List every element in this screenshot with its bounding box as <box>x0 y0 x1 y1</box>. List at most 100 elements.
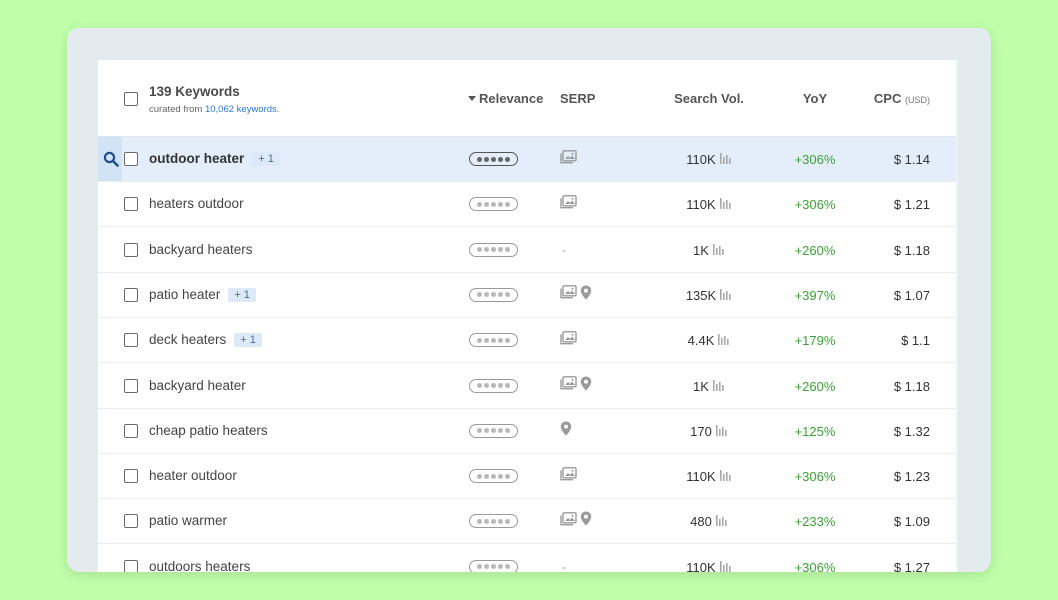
bar-chart-icon[interactable] <box>719 560 732 572</box>
image-icon[interactable] <box>560 330 577 350</box>
table-row[interactable]: patio heater + 1 135K +397% $ 1.07 <box>98 273 956 318</box>
sort-desc-icon <box>468 96 476 101</box>
serp-features <box>560 330 577 350</box>
row-checkbox[interactable] <box>124 242 138 257</box>
keyword-text: outdoors heaters <box>149 558 251 572</box>
variant-badge[interactable]: + 1 <box>234 333 262 348</box>
cpc-value: $ 1.18 <box>893 378 930 394</box>
map-pin-icon[interactable] <box>580 376 592 396</box>
keyword-text: backyard heater <box>149 377 246 393</box>
keyword-cell[interactable]: deck heaters + 1 <box>149 332 262 348</box>
image-icon[interactable] <box>560 149 577 169</box>
bar-chart-icon[interactable] <box>715 424 728 439</box>
search-volume-cell: 135K <box>658 288 760 303</box>
map-pin-icon[interactable] <box>580 511 592 531</box>
row-checkbox[interactable] <box>124 152 138 166</box>
table-row[interactable]: patio warmer 480 +233% $ 1.09 <box>98 499 956 545</box>
table-row[interactable]: heaters outdoor 110K +306% $ 1.21 <box>98 182 956 228</box>
keyword-cell[interactable]: backyard heater <box>149 378 246 393</box>
map-pin-icon[interactable] <box>560 421 572 441</box>
keyword-text: heater outdoor <box>149 468 237 484</box>
yoy-value: +260% <box>794 242 836 258</box>
image-icon[interactable] <box>560 285 577 304</box>
keyword-text: outdoor heater <box>149 151 245 166</box>
image-icon[interactable] <box>560 194 577 214</box>
col-header-cpc[interactable]: CPC (USD) <box>874 91 930 106</box>
search-volume-value: 4.4K <box>687 333 715 349</box>
row-checkbox[interactable] <box>124 333 138 348</box>
search-icon[interactable] <box>103 151 119 167</box>
search-volume-value: 135K <box>685 287 717 303</box>
keyword-cell[interactable]: cheap patio heaters <box>149 423 268 438</box>
table-row[interactable]: heater outdoor 110K +306% $ 1.23 <box>98 454 956 500</box>
bar-chart-icon[interactable] <box>718 333 730 348</box>
app-frame: 139 Keywords curated from 10,062 keyword… <box>67 28 991 572</box>
table-row[interactable]: outdoor heater + 1 110K +306% $ 1.14 <box>98 137 956 182</box>
row-checkbox[interactable] <box>124 423 138 438</box>
relevance-meter <box>469 242 518 257</box>
serp-features: - <box>560 558 566 572</box>
bar-chart-icon[interactable] <box>720 288 732 303</box>
keyword-text: backyard heaters <box>149 241 253 257</box>
select-all-checkbox[interactable] <box>124 92 138 106</box>
search-volume-cell: 480 <box>658 514 760 529</box>
serp-features: - <box>560 241 566 259</box>
keyword-text: patio heater <box>149 286 221 302</box>
col-header-search-vol[interactable]: Search Vol. <box>674 91 744 106</box>
keyword-cell[interactable]: patio heater + 1 <box>149 287 256 302</box>
relevance-meter <box>469 333 518 348</box>
table-row[interactable]: deck heaters + 1 4.4K +179% $ 1.1 <box>98 318 956 364</box>
keyword-cell[interactable]: heater outdoor <box>149 468 237 483</box>
curated-prefix: curated from <box>149 104 205 115</box>
row-checkbox[interactable] <box>124 559 138 572</box>
variant-badge[interactable]: + 1 <box>252 152 280 166</box>
cpc-value: $ 1.23 <box>893 469 930 485</box>
keyword-cell[interactable]: outdoors heaters <box>149 559 250 572</box>
curated-link[interactable]: 10,062 keywords <box>204 104 277 115</box>
row-checkbox[interactable] <box>124 378 138 393</box>
cpc-value: $ 1.14 <box>893 152 930 167</box>
bar-chart-icon[interactable] <box>715 514 728 529</box>
row-checkbox[interactable] <box>124 514 138 529</box>
search-volume-value: 110K <box>686 197 716 213</box>
bar-chart-icon[interactable] <box>719 469 732 484</box>
relevance-meter <box>469 559 518 572</box>
col-header-serp[interactable]: SERP <box>560 91 596 106</box>
yoy-value: +306% <box>794 197 836 213</box>
keyword-table: 139 Keywords curated from 10,062 keyword… <box>98 60 958 572</box>
col-header-cpc-unit: (USD) <box>905 95 930 105</box>
col-header-yoy[interactable]: YoY <box>802 91 828 106</box>
search-volume-cell: 110K <box>658 152 760 167</box>
row-checkbox[interactable] <box>124 469 138 484</box>
variant-badge[interactable]: + 1 <box>228 287 256 302</box>
relevance-meter <box>469 197 518 212</box>
keyword-text: heaters outdoor <box>149 196 244 212</box>
table-row[interactable]: cheap patio heaters 170 +125% $ 1.32 <box>98 409 956 454</box>
bar-chart-icon[interactable] <box>712 243 725 258</box>
keyword-cell[interactable]: backyard heaters <box>149 242 253 257</box>
col-header-cpc-label: CPC <box>873 91 902 106</box>
keyword-cell[interactable]: patio warmer <box>149 513 227 528</box>
map-pin-icon[interactable] <box>580 285 592 305</box>
bar-chart-icon[interactable] <box>719 197 732 212</box>
search-volume-cell: 1K <box>658 243 760 258</box>
table-row[interactable]: backyard heaters - 1K +260% $ 1.18 <box>98 228 956 273</box>
table-row[interactable]: outdoors heaters - 110K +306% $ 1.27 <box>98 545 956 572</box>
col-header-relevance-label: Relevance <box>479 91 544 106</box>
image-icon[interactable] <box>560 466 577 486</box>
cpc-value: $ 1.27 <box>893 559 930 572</box>
yoy-value: +125% <box>794 423 836 439</box>
table-row[interactable]: backyard heater 1K +260% $ 1.18 <box>98 364 956 409</box>
search-volume-cell: 170 <box>658 424 760 439</box>
table-header: 139 Keywords curated from 10,062 keyword… <box>98 60 956 137</box>
bar-chart-icon[interactable] <box>719 152 732 167</box>
bar-chart-icon[interactable] <box>712 379 725 394</box>
row-checkbox[interactable] <box>124 197 138 212</box>
keyword-count: 139 Keywords <box>149 84 240 99</box>
image-icon[interactable] <box>560 511 577 531</box>
keyword-cell[interactable]: heaters outdoor <box>149 196 244 211</box>
keyword-cell[interactable]: outdoor heater + 1 <box>149 151 280 166</box>
col-header-relevance[interactable]: Relevance <box>468 91 543 106</box>
image-icon[interactable] <box>560 376 577 395</box>
row-checkbox[interactable] <box>124 287 138 302</box>
